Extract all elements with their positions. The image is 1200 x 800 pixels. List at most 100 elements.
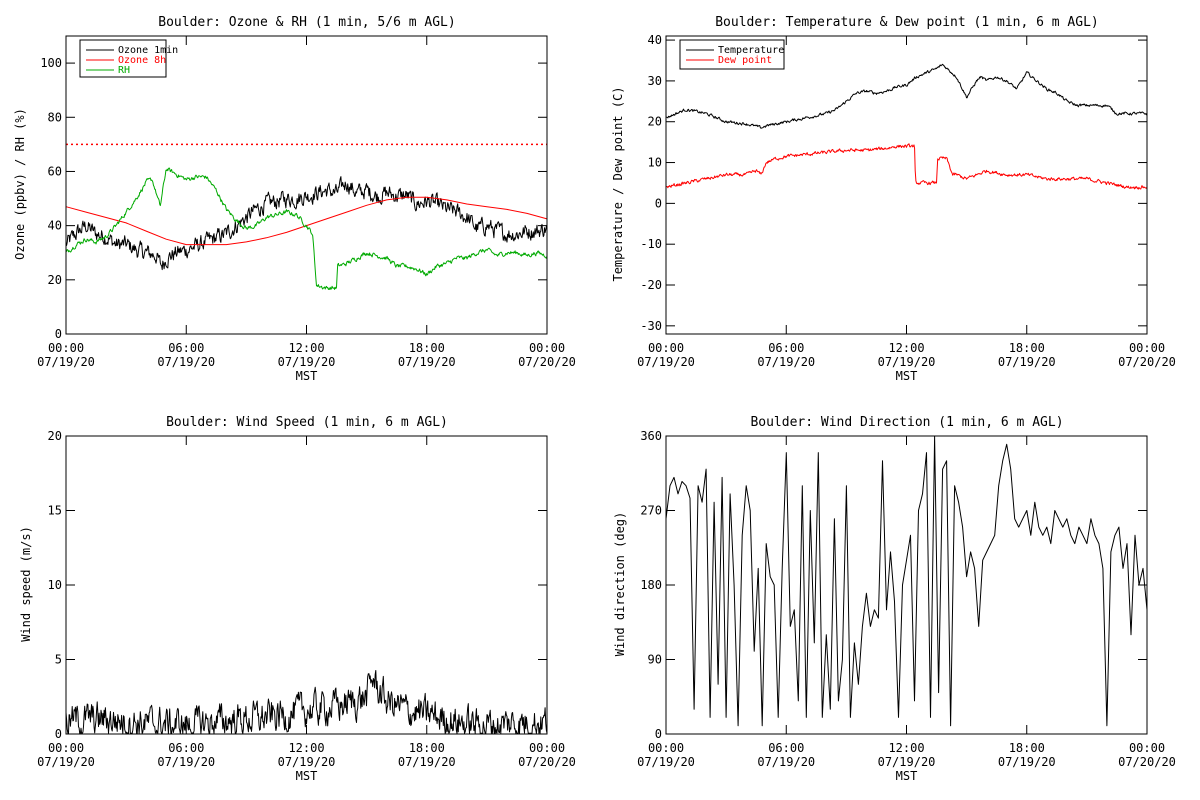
ozone-series-rh <box>65 167 548 290</box>
ozone-xtick-date: 07/20/20 <box>518 355 576 369</box>
ozone-ytick-label: 0 <box>55 327 62 341</box>
temp-plot-area: -30-20-1001020304000:0007/19/2006:0007/1… <box>637 33 1176 383</box>
temp-legend-box <box>679 39 785 70</box>
legend-label-dew-point: Dew point <box>718 55 772 66</box>
temp-ytick-label: 10 <box>648 156 662 170</box>
wspd-xtick-time: 12:00 <box>288 741 324 755</box>
temp-xtick-date: 07/19/20 <box>757 355 815 369</box>
wspd-ytick-label: 15 <box>48 504 62 518</box>
ozone-x-axis-label: MST <box>296 369 318 383</box>
ozone-ytick-label: 20 <box>48 273 62 287</box>
ozone-ytick-label: 40 <box>48 219 62 233</box>
wdir-xtick-date: 07/19/20 <box>637 755 695 769</box>
temp-legend: Temperature Dew point <box>679 39 785 70</box>
wspd-y-axis-label: Wind speed (m/s) <box>19 526 33 642</box>
wdir-ytick-label: 270 <box>640 504 662 518</box>
wdir-x-axis-label: MST <box>896 769 918 783</box>
ozone-xtick-time: 18:00 <box>409 341 445 355</box>
wspd-xtick-time: 18:00 <box>409 741 445 755</box>
temp-series-temperature <box>665 63 1148 129</box>
temp-xtick-time: 12:00 <box>888 341 924 355</box>
wdir-y-axis-label: Wind direction (deg) <box>613 512 627 657</box>
legend-label-rh: RH <box>118 65 130 76</box>
temp-ytick-label: -10 <box>640 237 662 251</box>
wspd-xtick-date: 07/20/20 <box>518 755 576 769</box>
wdir-xtick-date: 07/19/20 <box>998 755 1056 769</box>
wdir-xtick-date: 07/19/20 <box>878 755 936 769</box>
wspd-ytick-label: 20 <box>48 429 62 443</box>
wdir-chart-title: Boulder: Wind Direction (1 min, 6 m AGL) <box>750 415 1063 430</box>
temp-ytick-label: 40 <box>648 33 662 47</box>
ozone-legend: Ozone 1min Ozone 8h RH <box>79 39 178 78</box>
wspd-chart-title: Boulder: Wind Speed (1 min, 6 m AGL) <box>166 415 448 430</box>
wdir-plot-area: 09018027036000:0007/19/2006:0007/19/2012… <box>637 429 1176 783</box>
ozone-ytick-label: 60 <box>48 164 62 178</box>
temp-xtick-date: 07/19/20 <box>998 355 1056 369</box>
wspd-xtick-date: 07/19/20 <box>157 755 215 769</box>
ozone-xtick-time: 00:00 <box>48 341 84 355</box>
ozone-xtick-date: 07/19/20 <box>37 355 95 369</box>
temp-xtick-time: 18:00 <box>1009 341 1045 355</box>
ozone-plot-area: 02040608010000:0007/19/2006:0007/19/2012… <box>37 35 576 383</box>
ozone-xtick-time: 00:00 <box>529 341 565 355</box>
wdir-ytick-label: 360 <box>640 429 662 443</box>
panel-temperature-dewpoint: Boulder: Temperature & Dew point (1 min,… <box>611 15 1176 383</box>
ozone-ytick-label: 80 <box>48 110 62 124</box>
temp-xtick-time: 00:00 <box>648 341 684 355</box>
wdir-xtick-date: 07/20/20 <box>1118 755 1176 769</box>
wspd-xtick-date: 07/19/20 <box>278 755 336 769</box>
wdir-xtick-time: 00:00 <box>1129 741 1165 755</box>
panel-ozone-rh: Boulder: Ozone & RH (1 min, 5/6 m AGL) O… <box>13 15 576 383</box>
panel-wind-direction: Boulder: Wind Direction (1 min, 6 m AGL)… <box>613 415 1176 783</box>
ozone-y-axis-label: Ozone (ppbv) / RH (%) <box>13 108 27 260</box>
ozone-series-ozone-1min <box>65 176 548 271</box>
temp-xtick-time: 00:00 <box>1129 341 1165 355</box>
wdir-ytick-label: 0 <box>655 727 662 741</box>
temp-ytick-label: 30 <box>648 74 662 88</box>
legend-label-ozone-1min: Ozone 1min <box>118 45 178 56</box>
temp-chart-title: Boulder: Temperature & Dew point (1 min,… <box>715 15 1099 30</box>
wspd-ytick-label: 10 <box>48 578 62 592</box>
legend-label-ozone-8h: Ozone 8h <box>118 55 166 66</box>
temp-ytick-label: -20 <box>640 278 662 292</box>
ozone-xtick-date: 07/19/20 <box>278 355 336 369</box>
wdir-xtick-time: 06:00 <box>768 741 804 755</box>
legend-label-temperature: Temperature <box>718 45 784 56</box>
temp-ytick-label: -30 <box>640 319 662 333</box>
ozone-legend-box <box>79 39 167 78</box>
wspd-xtick-time: 06:00 <box>168 741 204 755</box>
temp-ytick-label: 20 <box>648 115 662 129</box>
ozone-xtick-date: 07/19/20 <box>157 355 215 369</box>
panel-wind-speed: Boulder: Wind Speed (1 min, 6 m AGL) Win… <box>19 415 576 783</box>
temp-y-axis-label: Temperature / Dew point (C) <box>611 86 625 281</box>
wspd-xtick-time: 00:00 <box>529 741 565 755</box>
wspd-xtick-date: 07/19/20 <box>37 755 95 769</box>
wspd-xtick-time: 00:00 <box>48 741 84 755</box>
wspd-ytick-label: 0 <box>55 727 62 741</box>
wspd-plot-area: 0510152000:0007/19/2006:0007/19/2012:000… <box>37 429 576 783</box>
wspd-xtick-date: 07/19/20 <box>398 755 456 769</box>
temp-ytick-label: 0 <box>655 196 662 210</box>
wdir-xtick-time: 18:00 <box>1009 741 1045 755</box>
wdir-ytick-label: 90 <box>648 653 662 667</box>
wdir-xtick-time: 12:00 <box>888 741 924 755</box>
wspd-ytick-label: 5 <box>55 653 62 667</box>
ozone-chart-title: Boulder: Ozone & RH (1 min, 5/6 m AGL) <box>158 15 455 30</box>
ozone-ytick-label: 100 <box>40 56 62 70</box>
wdir-ytick-label: 180 <box>640 578 662 592</box>
wdir-xtick-date: 07/19/20 <box>757 755 815 769</box>
temp-x-axis-label: MST <box>896 369 918 383</box>
temp-xtick-date: 07/19/20 <box>878 355 936 369</box>
wdir-xtick-time: 00:00 <box>648 741 684 755</box>
temp-xtick-date: 07/20/20 <box>1118 355 1176 369</box>
temp-xtick-date: 07/19/20 <box>637 355 695 369</box>
ozone-xtick-time: 12:00 <box>288 341 324 355</box>
wspd-x-axis-label: MST <box>296 769 318 783</box>
ozone-xtick-date: 07/19/20 <box>398 355 456 369</box>
temp-xtick-time: 06:00 <box>768 341 804 355</box>
temp-series-dew-point <box>665 143 1148 190</box>
wdir-series-series-0 <box>665 435 1148 727</box>
ozone-xtick-time: 06:00 <box>168 341 204 355</box>
